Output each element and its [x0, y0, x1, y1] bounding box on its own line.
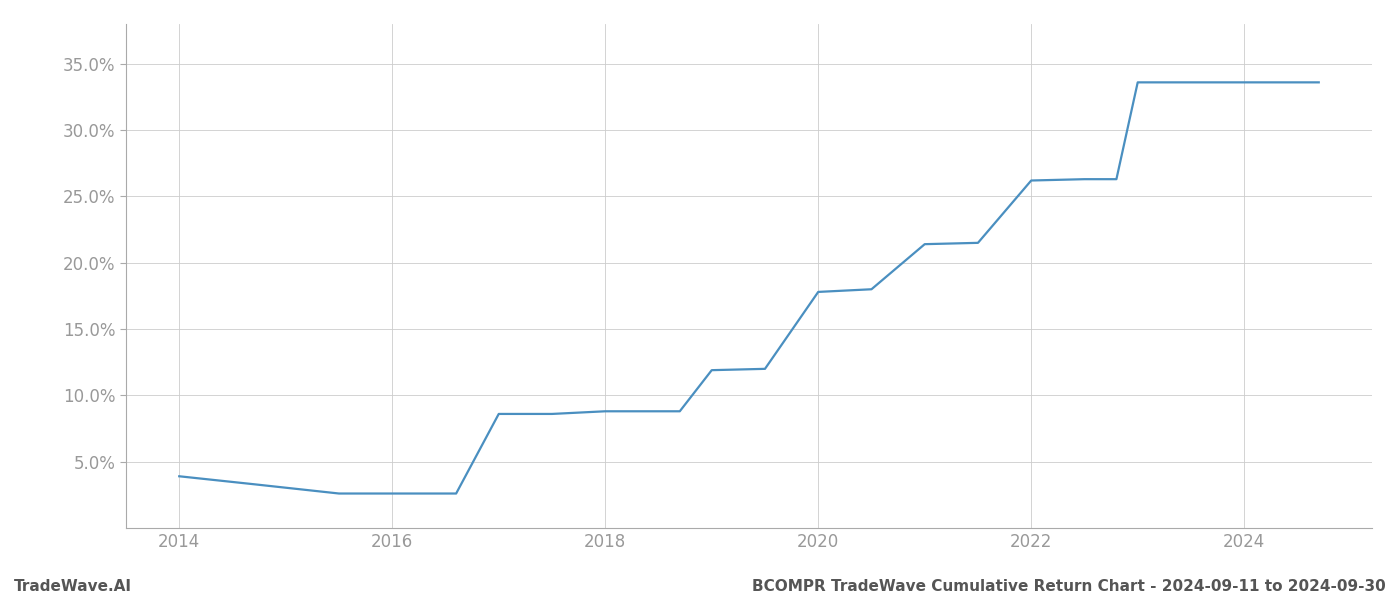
Text: BCOMPR TradeWave Cumulative Return Chart - 2024-09-11 to 2024-09-30: BCOMPR TradeWave Cumulative Return Chart…	[752, 579, 1386, 594]
Text: TradeWave.AI: TradeWave.AI	[14, 579, 132, 594]
